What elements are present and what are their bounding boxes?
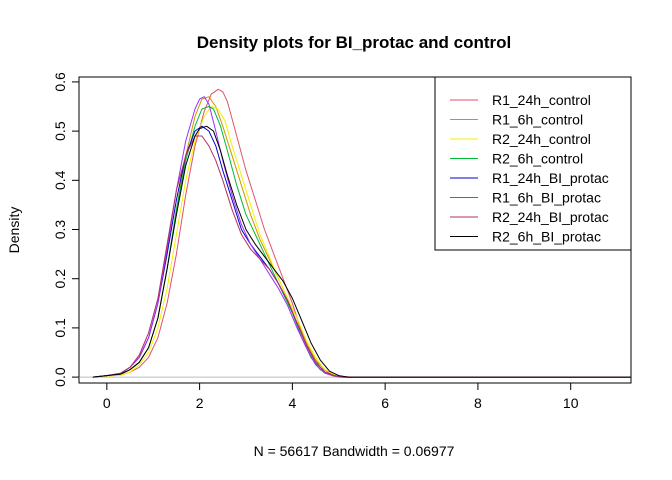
legend-label: R1_24h_BI_protac xyxy=(492,170,609,186)
x-tick-label: 10 xyxy=(563,395,579,411)
x-tick-label: 4 xyxy=(288,395,296,411)
legend-label: R2_6h_BI_protac xyxy=(492,229,601,245)
legend-box xyxy=(434,76,632,251)
y-tick-label: 0.2 xyxy=(52,269,68,289)
y-tick-label: 0.3 xyxy=(52,220,68,240)
y-axis-label: Density xyxy=(6,207,22,254)
density-line-r2-6h-bi-protac xyxy=(92,125,631,378)
legend-label: R1_6h_BI_protac xyxy=(492,190,601,206)
density-line-r2-24h-control xyxy=(92,106,631,378)
density-line-r2-24h-bi-protac xyxy=(92,135,631,378)
legend: R1_24h_control R1_6h_control R2_24h_contro… xyxy=(434,76,632,251)
y-axis: 0.0 0.1 0.2 0.3 0.4 0.5 0.6 xyxy=(52,72,80,387)
x-axis-label: N = 56617 Bandwidth = 0.06977 xyxy=(254,443,455,459)
y-tick-label: 0.5 xyxy=(52,121,68,141)
legend-label: R1_6h_control xyxy=(492,112,583,128)
legend-label: R2_24h_control xyxy=(492,131,591,147)
x-tick-label: 8 xyxy=(474,395,482,411)
x-axis: 0 2 4 6 8 10 xyxy=(103,382,579,411)
x-tick-label: 2 xyxy=(196,395,204,411)
series-lines xyxy=(92,88,631,378)
y-tick-label: 0.6 xyxy=(52,72,68,92)
legend-label: R1_24h_control xyxy=(492,92,591,108)
x-tick-label: 6 xyxy=(381,395,389,411)
x-tick-label: 0 xyxy=(103,395,111,411)
y-tick-label: 0.0 xyxy=(52,367,68,387)
legend-label: R2_24h_BI_protac xyxy=(492,209,609,225)
y-tick-label: 0.4 xyxy=(52,170,68,190)
y-tick-label: 0.1 xyxy=(52,318,68,338)
legend-label: R2_6h_control xyxy=(492,151,583,167)
density-line-r1-6h-bi-protac xyxy=(92,96,631,378)
chart-title: Density plots for BI_protac and control xyxy=(197,33,512,52)
